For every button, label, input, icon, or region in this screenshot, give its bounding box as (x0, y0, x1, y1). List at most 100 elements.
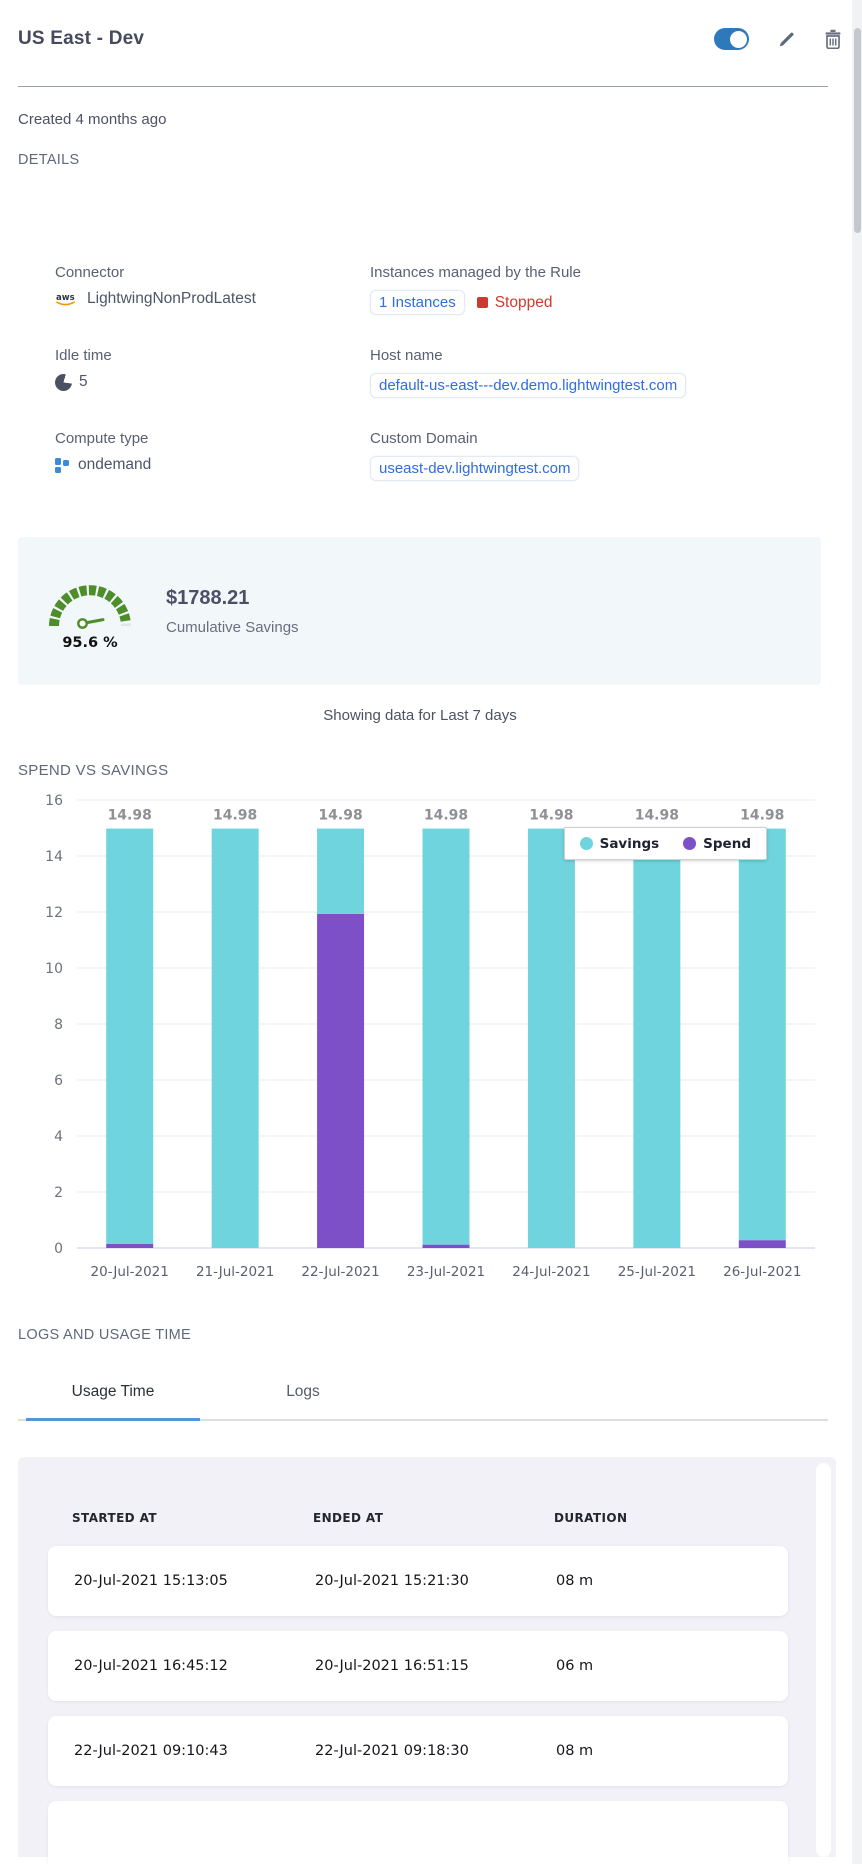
savings-amount: $1788.21 (166, 586, 250, 609)
cell-duration: 06 m (556, 1658, 594, 1674)
col-started-at: STARTED AT (72, 1511, 157, 1525)
created-ago-text: Created 4 months ago (18, 111, 167, 128)
svg-text:24-Jul-2021: 24-Jul-2021 (512, 1264, 590, 1280)
cell-started-at: 20-Jul-2021 16:45:12 (74, 1658, 228, 1674)
spend-savings-chart-svg: 0 2 4 6 8 10 12 14 16 14.98 20-Jul-2021 14.98 21-Jul… (45, 793, 815, 1280)
svg-text:10: 10 (45, 961, 63, 977)
usage-time-table: STARTED AT ENDED AT DURATION 20-Jul-2021… (18, 1457, 836, 1864)
svg-text:14.98: 14.98 (213, 808, 257, 824)
custom-domain-link[interactable]: useast-dev.lightwingtest.com (370, 456, 580, 481)
cell-ended-at: 20-Jul-2021 15:21:30 (315, 1573, 469, 1589)
details-grid: Connector aws LightwingNonProdLatest Ins… (55, 264, 832, 481)
page-scrollbar-thumb[interactable] (853, 28, 861, 233)
instances-label: Instances managed by the Rule (370, 264, 581, 281)
table-row: 20-Jul-2021 15:13:05 20-Jul-2021 15:21:3… (48, 1546, 788, 1616)
cell-duration: 08 m (556, 1743, 594, 1759)
svg-text:26-Jul-2021: 26-Jul-2021 (723, 1264, 801, 1280)
trash-icon (825, 29, 841, 49)
header-actions (714, 28, 842, 50)
cell-duration: 08 m (556, 1573, 594, 1589)
host-name-link[interactable]: default-us-east---dev.demo.lightwingtest… (370, 373, 687, 398)
gauge-icon (49, 584, 131, 629)
cumulative-savings-card: 95.6 % $1788.21 Cumulative Savings (18, 537, 821, 685)
spend-vs-savings-chart: 0 2 4 6 8 10 12 14 16 14.98 20-Jul-2021 14.98 21-Jul… (18, 787, 832, 1301)
tab-logs[interactable]: Logs (286, 1383, 320, 1400)
col-ended-at: ENDED AT (313, 1511, 384, 1525)
svg-text:2: 2 (54, 1185, 63, 1201)
cell-ended-at: 20-Jul-2021 16:51:15 (315, 1658, 469, 1674)
connector-label: Connector (55, 264, 125, 281)
svg-text:8: 8 (54, 1017, 63, 1033)
table-header-row: STARTED AT ENDED AT DURATION (48, 1511, 806, 1525)
host-name-item: Host name default-us-east---dev.demo.lig… (370, 347, 832, 398)
page-scrollbar-track (852, 0, 862, 1864)
svg-text:21-Jul-2021: 21-Jul-2021 (196, 1264, 274, 1280)
savings-legend-label: Savings (599, 835, 660, 852)
toggle-knob (729, 30, 747, 48)
svg-text:12: 12 (45, 905, 63, 921)
svg-text:25-Jul-2021: 25-Jul-2021 (618, 1264, 696, 1280)
table-row: 22-Jul-2021 09:10:43 22-Jul-2021 09:18:3… (48, 1716, 788, 1786)
custom-domain-item: Custom Domain useast-dev.lightwingtest.c… (370, 430, 832, 481)
pencil-icon (779, 32, 794, 46)
rule-enabled-toggle[interactable] (714, 28, 749, 50)
instances-count-link[interactable]: 1 Instances (370, 290, 465, 315)
table-scrollbar-track[interactable] (816, 1463, 831, 1857)
page-title: US East - Dev (18, 28, 145, 49)
svg-text:14.98: 14.98 (108, 808, 152, 824)
svg-text:14.98: 14.98 (529, 808, 573, 824)
table-row: 20-Jul-2021 16:45:12 20-Jul-2021 16:51:1… (48, 1631, 788, 1701)
svg-text:14.98: 14.98 (424, 808, 468, 824)
legend-item-spend[interactable]: Spend (683, 836, 751, 852)
svg-text:6: 6 (54, 1073, 63, 1089)
logs-section-label: LOGS AND USAGE TIME (18, 1327, 192, 1343)
spend-legend-dot (683, 837, 697, 850)
logs-tabs: Usage Time Logs (18, 1383, 828, 1421)
delete-rule-button[interactable] (824, 29, 842, 49)
idle-time-item: Idle time 5 (55, 347, 370, 398)
compute-type-item: Compute type ondemand (55, 430, 370, 481)
connector-item: Connector aws LightwingNonProdLatest (55, 264, 370, 315)
spend-vs-savings-label: SPEND VS SAVINGS (18, 762, 169, 779)
svg-text:16: 16 (45, 793, 63, 809)
svg-text:23-Jul-2021: 23-Jul-2021 (407, 1264, 485, 1280)
idle-time-value: 5 (79, 373, 88, 390)
tab-usage-time[interactable]: Usage Time (18, 1383, 208, 1421)
savings-gauge: 95.6 % (40, 572, 140, 651)
idle-time-label: Idle time (55, 347, 112, 364)
svg-text:0: 0 (54, 1241, 63, 1257)
col-duration: DURATION (554, 1511, 628, 1525)
period-note: Showing data for Last 7 days (323, 707, 517, 724)
svg-text:14: 14 (45, 849, 63, 865)
stopped-status-icon (476, 297, 488, 308)
edit-rule-button[interactable] (777, 30, 796, 49)
instances-item: Instances managed by the Rule 1 Instance… (370, 264, 832, 315)
svg-text:14.98: 14.98 (318, 808, 362, 824)
svg-text:14.98: 14.98 (740, 808, 784, 824)
idle-time-icon (55, 373, 72, 391)
instance-status-text: Stopped (494, 293, 553, 311)
svg-text:14.98: 14.98 (635, 808, 679, 824)
details-section-label: DETAILS (18, 152, 80, 168)
header: US East - Dev (0, 0, 862, 50)
svg-text:4: 4 (54, 1129, 63, 1145)
savings-percent: 95.6 % (62, 634, 118, 651)
custom-domain-label: Custom Domain (370, 430, 478, 447)
svg-text:aws: aws (56, 293, 75, 303)
savings-caption: Cumulative Savings (166, 618, 299, 636)
svg-text:20-Jul-2021: 20-Jul-2021 (91, 1264, 169, 1280)
svg-text:22-Jul-2021: 22-Jul-2021 (301, 1264, 379, 1280)
cell-started-at: 20-Jul-2021 15:13:05 (74, 1573, 228, 1589)
chart-legend: Savings Spend (563, 827, 767, 860)
cell-started-at: 22-Jul-2021 09:10:43 (74, 1743, 228, 1759)
connector-name: LightwingNonProdLatest (87, 290, 256, 307)
header-divider (18, 86, 828, 87)
aws-logo-icon: aws (56, 293, 75, 306)
host-name-label: Host name (370, 347, 443, 364)
table-row-partial (48, 1801, 788, 1864)
cell-ended-at: 22-Jul-2021 09:18:30 (315, 1743, 469, 1759)
compute-type-icon (55, 457, 71, 473)
legend-item-savings[interactable]: Savings (579, 835, 660, 852)
compute-type-value: ondemand (78, 456, 152, 473)
